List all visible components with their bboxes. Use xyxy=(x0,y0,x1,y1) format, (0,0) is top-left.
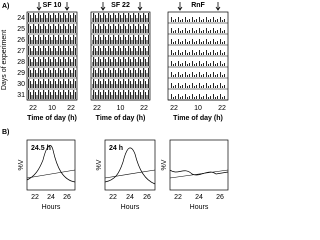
x-tick-label: 22 xyxy=(31,194,39,201)
period-annotation: 24 h xyxy=(109,145,123,152)
significance-line xyxy=(26,169,76,179)
activity-row xyxy=(169,45,227,56)
activity-row xyxy=(28,89,76,100)
x-axis-label: Time of day (h) xyxy=(96,115,146,122)
significance-line xyxy=(169,169,229,179)
x-axis-label: Time of day (h) xyxy=(27,115,77,122)
x-tick-label: 10 xyxy=(117,105,125,112)
period-annotation: 24.5 h xyxy=(31,145,51,152)
y-axis-label: %V xyxy=(18,159,25,170)
activity-row xyxy=(92,78,149,89)
plot-frame xyxy=(169,139,229,191)
day-label: 28 xyxy=(17,59,25,66)
activity-row xyxy=(169,78,227,89)
panel-label: B) xyxy=(2,129,9,136)
day-label: 29 xyxy=(17,70,25,77)
day-label: 30 xyxy=(17,81,25,88)
activity-row xyxy=(92,45,149,56)
plot-frame xyxy=(26,139,76,191)
panel-label: A) xyxy=(2,3,9,10)
activity-row xyxy=(28,12,76,23)
x-tick-label: 22 xyxy=(170,105,178,112)
x-tick-label: 24 xyxy=(47,194,55,201)
actogram-title: SF 22 xyxy=(111,2,130,9)
activity-row xyxy=(28,45,76,56)
activity-row xyxy=(169,23,227,34)
activity-row xyxy=(169,67,227,78)
y-axis-label: %V xyxy=(161,159,168,170)
x-tick-label: 24 xyxy=(195,194,203,201)
activity-row xyxy=(28,78,76,89)
x-axis-label: Hours xyxy=(42,204,61,211)
arrow xyxy=(100,2,106,11)
x-tick-label: 22 xyxy=(109,194,117,201)
arrow xyxy=(64,2,70,11)
activity-row xyxy=(92,67,149,78)
activity-row xyxy=(28,56,76,67)
x-tick-label: 26 xyxy=(143,194,151,201)
activity-row xyxy=(169,56,227,67)
x-tick-label: 24 xyxy=(126,194,134,201)
day-label: 31 xyxy=(17,92,25,99)
arrow xyxy=(36,2,42,11)
day-label: 24 xyxy=(17,15,25,22)
arrow xyxy=(177,2,183,11)
activity-row xyxy=(92,34,149,45)
y-axis-label: %V xyxy=(96,159,103,170)
activity-row xyxy=(92,89,149,100)
activity-row xyxy=(169,89,227,100)
periodogram xyxy=(104,147,156,185)
x-axis-label: Hours xyxy=(121,204,140,211)
activity-row xyxy=(92,12,149,23)
x-axis-label: Hours xyxy=(190,204,209,211)
activity-row xyxy=(92,23,149,34)
significance-line xyxy=(104,169,156,179)
activity-row xyxy=(28,34,76,45)
x-tick-label: 22 xyxy=(29,105,37,112)
x-tick-label: 22 xyxy=(67,105,75,112)
activity-row xyxy=(169,12,227,23)
x-tick-label: 22 xyxy=(174,194,182,201)
activity-row xyxy=(28,67,76,78)
arrow xyxy=(215,2,221,11)
x-tick-label: 22 xyxy=(93,105,101,112)
actogram-title: SF 10 xyxy=(43,2,62,9)
activity-row xyxy=(28,23,76,34)
x-tick-label: 26 xyxy=(63,194,71,201)
y-axis-label: Days of experiment xyxy=(1,30,8,90)
plot-frame xyxy=(104,139,156,191)
figure: A) Days of experiment B) 24 25 26 27 28 29 30 3… xyxy=(1,2,229,211)
x-axis-label: Time of day (h) xyxy=(173,115,223,122)
x-tick-label: 10 xyxy=(48,105,56,112)
x-tick-label: 22 xyxy=(140,105,148,112)
day-label: 27 xyxy=(17,48,25,55)
periodogram xyxy=(26,145,76,183)
x-tick-label: 26 xyxy=(216,194,224,201)
day-label: 26 xyxy=(17,37,25,44)
day-label: 25 xyxy=(17,26,25,33)
activity-row xyxy=(169,34,227,45)
arrow xyxy=(137,2,143,11)
actogram-title: RnF xyxy=(191,2,205,9)
x-tick-label: 10 xyxy=(194,105,202,112)
x-tick-label: 22 xyxy=(218,105,226,112)
activity-row xyxy=(92,56,149,67)
